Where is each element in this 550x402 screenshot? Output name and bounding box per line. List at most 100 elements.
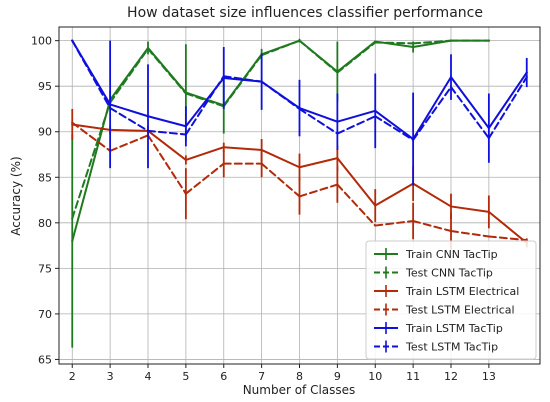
data-point [298,195,301,198]
x-tick-label: 10 [368,370,382,383]
data-point [449,205,452,208]
data-point [184,125,187,128]
line-segment [336,115,377,135]
line-segment [71,39,112,110]
line-segment [298,183,339,198]
data-point [222,75,225,78]
line-segment [147,129,187,136]
data-point [184,92,187,95]
legend-label: Train LSTM Electrical [405,285,519,298]
x-tick-label: 7 [258,370,265,383]
line-segment [336,109,377,123]
chart-title: How dataset size influences classifier p… [127,5,483,21]
line-segment [374,109,415,141]
line-segment [260,80,301,110]
line-segment [487,210,528,244]
line-segment [109,107,150,132]
data-point [525,76,528,79]
line-segment [374,41,415,45]
line-segment [374,182,415,207]
line-segment [449,86,490,140]
line-segment [449,76,490,130]
line-segment [487,235,528,242]
data-point [71,39,74,42]
data-point [298,39,301,42]
x-tick-label: 13 [482,370,496,383]
series-test-lstm-electrical [71,121,528,250]
x-tick-label: 12 [444,370,458,383]
data-point [336,71,339,74]
legend-item: Test LSTM TacTip [374,340,498,354]
data-point [412,42,415,45]
data-point [336,132,339,135]
data-point [109,107,112,110]
data-point [449,230,452,233]
data-point [184,192,187,195]
data-point [412,138,415,141]
data-point [487,137,490,140]
legend-item: Test CNN TacTip [374,266,493,280]
x-tick-label: 5 [182,370,189,383]
legend-label: Train LSTM TacTip [405,322,503,335]
line-segment [222,54,263,108]
legend-label: Test LSTM TacTip [405,341,498,354]
line-segment [109,134,150,152]
line-segment [298,39,339,74]
data-point [222,146,225,149]
data-point [374,224,377,227]
data-point [449,86,452,89]
line-segment [412,86,452,141]
line-segment [412,220,452,233]
line-segment [412,182,452,208]
line-segment [147,115,187,128]
x-tick-label: 3 [107,370,114,383]
line-segment [336,183,377,227]
legend-label: Test LSTM Electrical [405,304,515,317]
legend-item: Test LSTM Electrical [374,303,515,317]
legend-label: Train CNN TacTip [405,248,498,261]
data-point [336,183,339,186]
y-tick-label: 90 [38,126,52,139]
line-segment [71,123,112,131]
line-segment [298,157,339,169]
data-point [298,107,301,110]
data-point [412,46,415,49]
y-tick-label: 95 [38,80,52,93]
line-segment [487,71,528,130]
line-segment [109,47,150,104]
x-axis-title: Number of Classes [243,383,356,397]
line-segment [487,76,528,140]
y-axis: 65 70 75 80 85 90 95 100 [31,35,59,366]
data-point [374,204,377,207]
line-segment [222,146,263,151]
data-point [412,220,415,223]
series-test-cnn-tactip [71,39,490,220]
x-tick-label: 4 [145,370,152,383]
data-point [71,217,74,220]
data-point [184,133,187,136]
data-point [298,166,301,169]
legend-item: Train CNN TacTip [374,248,498,261]
data-point [374,41,377,44]
line-segment [412,39,452,49]
legend-item: Train LSTM TacTip [374,322,503,335]
y-axis-title: Accuracy (%) [9,156,23,235]
line-segment [147,47,187,95]
data-point [487,210,490,213]
line-segment [184,162,225,195]
line-segment [412,76,452,141]
data-point [147,47,150,50]
line-segment [184,92,225,108]
data-point [184,158,187,161]
line-segment [222,75,263,83]
data-point [487,127,490,130]
legend-label: Test CNN TacTip [405,267,493,280]
y-tick-label: 85 [38,171,52,184]
data-point [336,120,339,123]
y-tick-label: 65 [38,353,52,366]
data-point [525,71,528,74]
data-point [449,39,452,42]
line-segment [184,146,225,161]
data-point [71,240,74,243]
